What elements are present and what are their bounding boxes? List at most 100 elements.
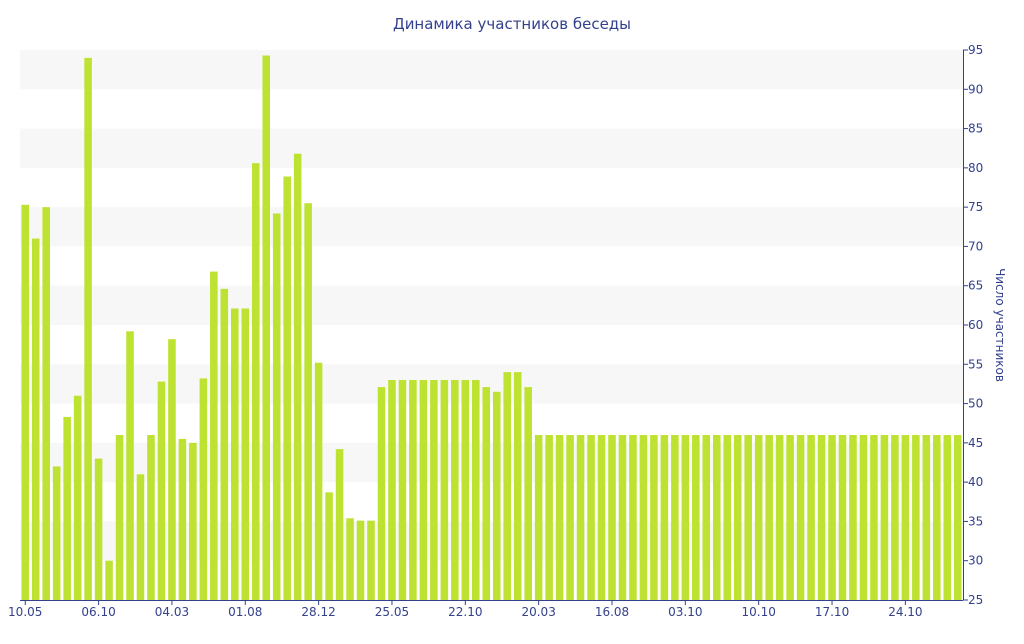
- y-tick-label: 40: [968, 475, 983, 489]
- bar: [472, 380, 480, 600]
- x-axis-ticks: 10.05 06.10 04.03 01.08 28.12 25.05 22.10 20.03…: [8, 600, 922, 619]
- bar: [629, 435, 637, 600]
- bar: [325, 492, 333, 600]
- bar: [168, 339, 176, 600]
- bar: [933, 435, 941, 600]
- bar: [902, 435, 910, 600]
- x-tick-label: 20.03: [521, 605, 555, 619]
- bar: [242, 309, 250, 601]
- bar: [524, 387, 532, 600]
- bar: [807, 435, 815, 600]
- bar: [147, 435, 155, 600]
- bar: [262, 56, 270, 601]
- x-tick-label: 04.03: [155, 605, 189, 619]
- bar: [828, 435, 836, 600]
- x-tick-label: 28.12: [301, 605, 335, 619]
- bar: [860, 435, 868, 600]
- bar: [482, 387, 490, 600]
- bar: [608, 435, 616, 600]
- x-tick-label: 16.08: [595, 605, 629, 619]
- bar: [84, 58, 92, 600]
- bar: [493, 392, 501, 600]
- bar: [105, 561, 113, 600]
- bar: [116, 435, 124, 600]
- bar: [430, 380, 438, 600]
- x-tick-label: 03.10: [668, 605, 702, 619]
- bar: [179, 439, 187, 600]
- y-tick-label: 25: [968, 593, 983, 607]
- bar: [346, 518, 354, 600]
- bar: [566, 435, 574, 600]
- bar: [577, 435, 585, 600]
- bar: [671, 435, 679, 600]
- bar: [189, 443, 197, 600]
- bar: [692, 435, 700, 600]
- bar: [367, 521, 375, 600]
- bar: [954, 435, 962, 600]
- bar: [336, 449, 344, 600]
- y-tick-label: 85: [968, 122, 983, 136]
- bar: [221, 289, 229, 600]
- bar: [640, 435, 648, 600]
- x-tick-label: 24.10: [888, 605, 922, 619]
- bar: [63, 417, 71, 600]
- bar: [315, 363, 323, 600]
- bar: [713, 435, 721, 600]
- bar: [776, 435, 784, 600]
- bar: [650, 435, 658, 600]
- bar: [420, 380, 428, 600]
- bar: [158, 382, 166, 600]
- x-tick-label: 25.05: [375, 605, 409, 619]
- x-tick-label: 10.10: [742, 605, 776, 619]
- grid-band: [20, 286, 963, 325]
- bar: [786, 435, 794, 600]
- y-tick-label: 75: [968, 200, 983, 214]
- bar: [95, 459, 103, 600]
- bar: [849, 435, 857, 600]
- bar: [441, 380, 449, 600]
- bar: [137, 474, 145, 600]
- y-tick-label: 95: [968, 43, 983, 57]
- bar: [870, 435, 878, 600]
- chart-title: Динамика участников беседы: [393, 15, 631, 33]
- bar: [32, 239, 40, 600]
- bar: [304, 203, 312, 600]
- bar: [294, 154, 302, 600]
- x-tick-label: 01.08: [228, 605, 262, 619]
- y-axis-ticks: 25 30 35 40 45 50 55 60 65 70 75 80 85 90 95: [963, 43, 983, 607]
- bar: [42, 207, 50, 600]
- bar: [682, 435, 690, 600]
- y-tick-label: 90: [968, 82, 983, 96]
- bar: [755, 435, 763, 600]
- bar: [252, 163, 260, 600]
- bar: [53, 466, 61, 600]
- y-tick-label: 65: [968, 279, 983, 293]
- y-tick-label: 55: [968, 357, 983, 371]
- y-tick-label: 50: [968, 397, 983, 411]
- bar: [409, 380, 417, 600]
- y-axis-label: Число участников: [993, 268, 1007, 382]
- y-tick-label: 80: [968, 161, 983, 175]
- bar: [944, 435, 952, 600]
- grid-band: [20, 129, 963, 168]
- bar: [535, 435, 543, 600]
- x-tick-label: 06.10: [81, 605, 115, 619]
- bar: [283, 177, 291, 601]
- bar: [912, 435, 920, 600]
- bar: [703, 435, 711, 600]
- bar: [74, 396, 82, 600]
- bar: [923, 435, 931, 600]
- bar: [514, 372, 522, 600]
- y-tick-label: 45: [968, 436, 983, 450]
- x-tick-label: 10.05: [8, 605, 42, 619]
- x-tick-label: 17.10: [815, 605, 849, 619]
- y-tick-label: 60: [968, 318, 983, 332]
- bar: [503, 372, 511, 600]
- bar: [661, 435, 669, 600]
- bar: [891, 435, 899, 600]
- bar: [598, 435, 606, 600]
- y-tick-label: 35: [968, 514, 983, 528]
- bar: [619, 435, 627, 600]
